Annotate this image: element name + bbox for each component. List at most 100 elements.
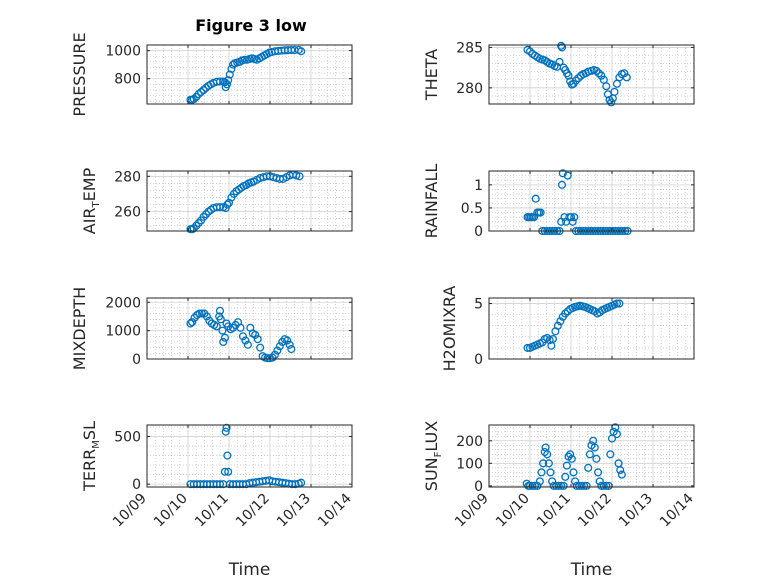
data-point — [590, 307, 599, 316]
y-axis-label: MIXDEPTH — [70, 287, 89, 370]
axes-box — [146, 424, 353, 488]
data-point — [584, 67, 593, 76]
y-tick-label: 5 — [474, 297, 483, 313]
plot-area — [147, 171, 352, 231]
axes-box — [488, 297, 695, 360]
subplot-4: 0 0.5 1 RAINFALL — [422, 164, 695, 240]
data-point — [215, 480, 225, 489]
data-point — [594, 69, 603, 78]
data-point — [199, 85, 208, 95]
data-point — [617, 470, 626, 479]
data-point — [225, 70, 234, 79]
data-point — [564, 71, 573, 80]
plot-area — [489, 298, 694, 359]
data-point — [215, 306, 225, 315]
data-point — [567, 454, 576, 463]
data-point — [592, 454, 601, 463]
data-point — [189, 224, 198, 233]
data-point — [566, 213, 576, 222]
data-point — [224, 76, 233, 85]
y-tick-label: 2000 — [105, 295, 141, 311]
x-tick-label: 10/12 — [233, 491, 273, 531]
data-point — [241, 336, 250, 345]
data-point — [531, 194, 540, 203]
data-point — [221, 427, 230, 436]
figure-title: Figure 3 low — [195, 16, 307, 35]
x-axis-label: Time — [228, 560, 271, 580]
data-point — [283, 336, 292, 345]
data-point — [256, 343, 265, 352]
y-tick-label: 500 — [114, 429, 141, 445]
data-point — [566, 450, 575, 459]
data-point — [212, 322, 221, 331]
subplot-7: 0 500 TERRMSL 10/09 10/10 10/11 10/12 10/13 10/1… — [80, 421, 355, 580]
subplot-1: 800 1000 PRESSURE — [70, 32, 353, 117]
data-point — [540, 448, 549, 457]
plot-area — [147, 45, 352, 104]
data-point — [199, 212, 208, 221]
subplot-6: 0 5 H2OMIXRA — [440, 286, 695, 371]
data-point — [558, 169, 567, 178]
data-point — [263, 354, 272, 363]
data-point — [574, 74, 583, 83]
y-tick-label: 0.5 — [461, 201, 483, 217]
data-point — [523, 343, 532, 352]
data-point — [561, 472, 570, 481]
y-axis-label: RAINFALL — [422, 164, 441, 239]
y-tick-label: 280 — [456, 81, 483, 97]
y-tick-label: 1 — [474, 178, 483, 194]
x-axis-label: Time — [570, 560, 613, 580]
data-point — [220, 467, 229, 476]
data-point — [584, 463, 593, 472]
data-point — [620, 69, 629, 78]
data-point — [607, 98, 616, 107]
data-point — [537, 468, 546, 477]
data-point — [599, 481, 608, 490]
axes-box — [488, 424, 695, 488]
data-point — [571, 477, 580, 486]
data-point — [218, 326, 227, 335]
data-point — [270, 350, 279, 359]
y-axis-label: TERRMSL — [80, 421, 102, 492]
data-point — [570, 213, 579, 222]
data-point — [602, 82, 611, 91]
data-point — [273, 346, 282, 355]
data-point — [297, 47, 306, 56]
data-point — [222, 423, 231, 432]
data-point — [546, 468, 555, 477]
data-point — [194, 219, 203, 228]
data-point — [553, 321, 562, 330]
data-point — [238, 332, 247, 341]
data-point — [557, 180, 567, 189]
axes-box — [146, 297, 353, 360]
data-point — [585, 450, 594, 459]
data-point — [189, 95, 198, 104]
x-tick-label: 10/10 — [493, 491, 533, 531]
data-point — [556, 317, 565, 326]
data-point — [580, 481, 589, 490]
axes-box — [488, 170, 695, 232]
x-tick-label: 10/13 — [616, 491, 656, 531]
y-tick-label: 0 — [132, 352, 141, 368]
data-point — [612, 299, 621, 308]
data-point — [202, 312, 211, 321]
data-point — [535, 477, 544, 486]
y-tick-label: 0 — [132, 477, 141, 493]
x-tick-label: 10/11 — [192, 491, 232, 531]
data-point — [292, 171, 301, 180]
y-tick-label: 100 — [456, 456, 483, 472]
y-tick-label: 0 — [474, 352, 483, 368]
subplot-3: 260 280 AIRTEMP — [80, 167, 353, 234]
x-tick-label: 10/10 — [151, 491, 191, 531]
x-tick-label: 10/09 — [452, 491, 492, 531]
y-tick-label: 200 — [456, 434, 483, 450]
data-point — [525, 47, 535, 56]
data-point — [201, 210, 211, 219]
data-point — [220, 333, 229, 342]
data-point — [287, 345, 296, 354]
data-point — [543, 450, 552, 459]
data-point — [243, 340, 252, 349]
data-point — [219, 337, 228, 347]
x-tick-label: 10/14 — [315, 490, 355, 530]
y-tick-label: 0 — [474, 224, 483, 240]
